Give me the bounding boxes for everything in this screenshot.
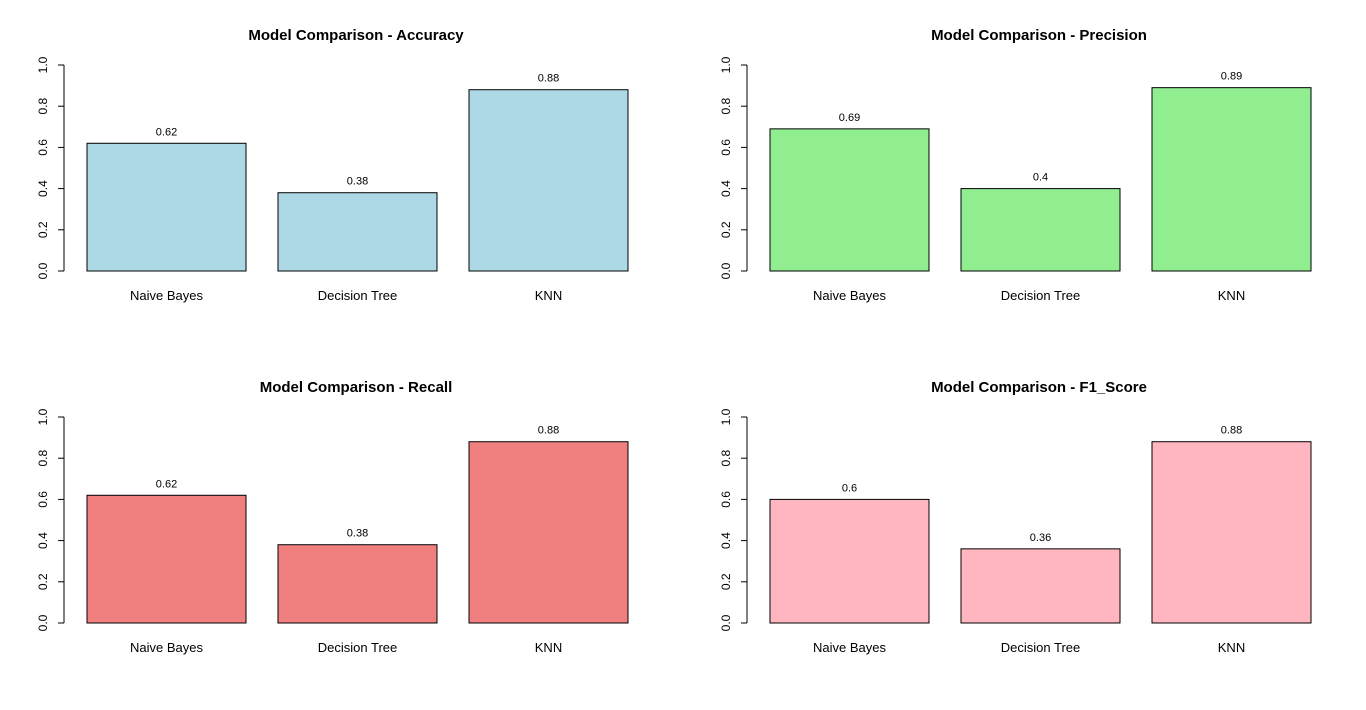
y-tick-label: 0.8 [36,98,50,115]
bar-value-label: 0.36 [1030,532,1051,544]
y-tick-label: 0.6 [36,139,50,156]
bar-value-label: 0.89 [1221,71,1242,83]
category-label: Decision Tree [1001,288,1080,303]
bar-value-label: 0.6 [842,482,857,494]
bar-value-label: 0.88 [1221,425,1242,437]
bar-value-label: 0.4 [1033,172,1048,184]
bar-value-label: 0.88 [538,425,559,437]
bar [278,545,437,623]
y-tick-label: 1.0 [36,56,50,73]
y-tick-label: 0.2 [36,221,50,238]
chart-title: Model Comparison - Accuracy [248,27,464,44]
y-tick-label: 0.0 [36,262,50,279]
y-tick-label: 1.0 [36,408,50,425]
bar-value-label: 0.62 [156,478,177,490]
category-label: Naive Bayes [130,640,203,655]
y-tick-label: 0.4 [719,180,733,197]
chart-title: Model Comparison - Precision [931,27,1147,44]
category-label: Decision Tree [1001,640,1080,655]
bar [278,193,437,271]
bar [1152,442,1311,623]
bar [770,129,929,271]
bar-value-label: 0.38 [347,528,368,540]
chart-panel-1: Model Comparison - Accuracy 0.0 0.2 0.4 0.6 0… [36,27,628,303]
bar [87,495,246,623]
chart-panel-3: Model Comparison - Recall 0.0 0.2 0.4 0.6 0.8… [36,379,628,655]
category-label: Naive Bayes [130,288,203,303]
category-label: KNN [1218,640,1245,655]
chart-panel-2: Model Comparison - Precision 0.0 0.2 0.4 0.6… [719,27,1311,303]
y-tick-label: 0.8 [719,98,733,115]
y-tick-label: 0.8 [719,450,733,467]
y-tick-label: 0.6 [719,491,733,508]
chart-title: Model Comparison - Recall [260,379,453,396]
y-tick-label: 0.4 [36,532,50,549]
bar-value-label: 0.69 [839,112,860,124]
y-tick-label: 0.2 [36,573,50,590]
y-tick-label: 0.2 [719,573,733,590]
chart-panel-4: Model Comparison - F1_Score 0.0 0.2 0.4 0.6 0… [719,379,1311,655]
bar-value-label: 0.88 [538,73,559,85]
bar [770,499,929,623]
y-tick-label: 0.6 [719,139,733,156]
bar [87,143,246,271]
y-tick-label: 1.0 [719,56,733,73]
category-label: KNN [535,288,562,303]
bar [469,442,628,623]
bar [961,549,1120,623]
category-label: Decision Tree [318,640,397,655]
y-tick-label: 0.0 [719,614,733,631]
category-label: Naive Bayes [813,288,886,303]
category-label: Decision Tree [318,288,397,303]
category-label: Naive Bayes [813,640,886,655]
bar [961,189,1120,271]
y-tick-label: 0.0 [36,614,50,631]
y-tick-label: 0.4 [36,180,50,197]
y-tick-label: 0.8 [36,450,50,467]
y-tick-label: 0.0 [719,262,733,279]
bar-value-label: 0.62 [156,126,177,138]
y-tick-label: 0.2 [719,221,733,238]
chart-title: Model Comparison - F1_Score [931,379,1147,396]
y-tick-label: 0.6 [36,491,50,508]
category-label: KNN [1218,288,1245,303]
y-tick-label: 0.4 [719,532,733,549]
bar [469,90,628,271]
bar-value-label: 0.38 [347,176,368,188]
category-label: KNN [535,640,562,655]
y-tick-label: 1.0 [719,408,733,425]
bar [1152,88,1311,271]
